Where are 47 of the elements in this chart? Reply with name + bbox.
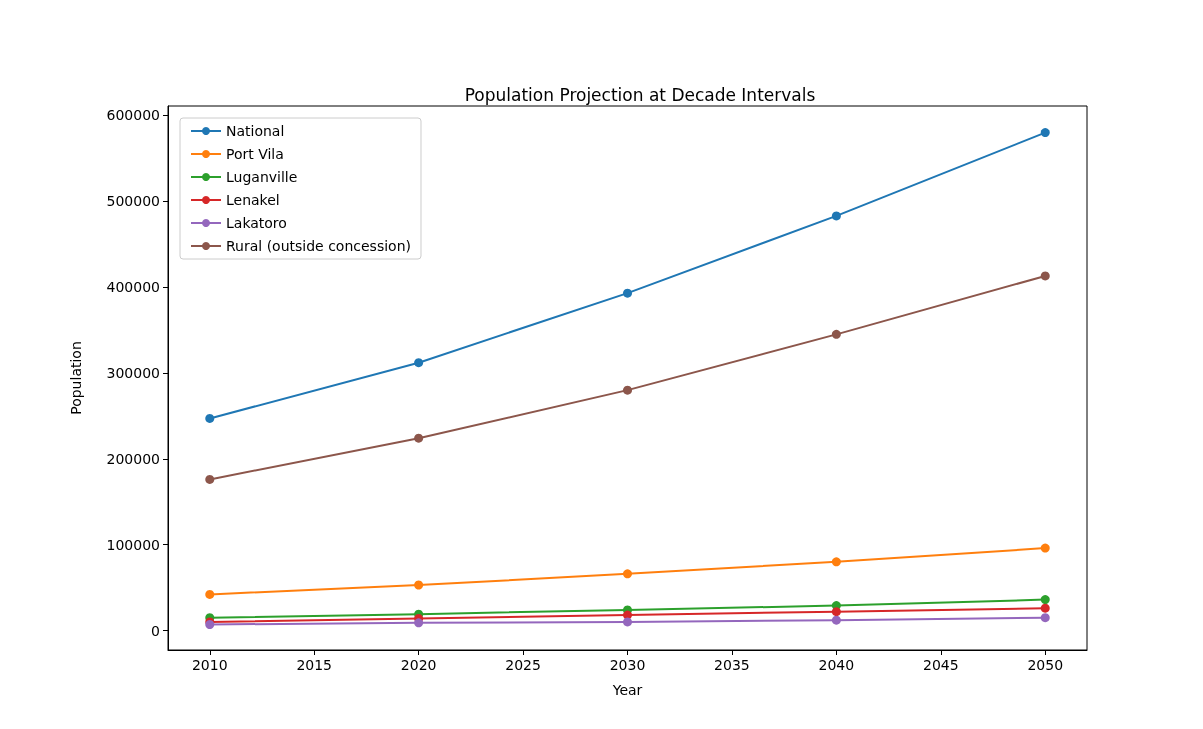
point <box>1040 271 1050 281</box>
x-tick-label: 2025 <box>505 657 541 673</box>
x-tick-label: 2010 <box>191 657 228 673</box>
y-tick-label: 300000 <box>106 364 160 381</box>
point <box>831 615 841 625</box>
point <box>414 580 424 590</box>
y-tick-label: 500000 <box>106 193 160 210</box>
legend-label: National <box>226 123 285 139</box>
point <box>1040 543 1050 553</box>
point <box>1040 613 1050 623</box>
legend-label: Port Vila <box>226 146 284 162</box>
point <box>1040 603 1050 613</box>
y-tick-label: 100000 <box>106 536 160 553</box>
point <box>831 557 841 567</box>
point <box>623 288 632 298</box>
x-tick-label: 2035 <box>714 657 750 673</box>
point <box>623 569 632 579</box>
point <box>1040 595 1050 605</box>
point <box>831 211 841 221</box>
point <box>414 618 424 628</box>
point <box>623 385 632 395</box>
legend-label: Lenakel <box>226 192 280 208</box>
y-axis-title: Population <box>68 341 84 415</box>
x-tick-label: 2050 <box>1027 657 1064 673</box>
x-tick-label: 2040 <box>818 657 855 673</box>
y-tick-label: 400000 <box>106 279 160 296</box>
x-axis-title: Year <box>611 682 643 698</box>
x-tick-label: 2030 <box>609 657 646 673</box>
point <box>1040 128 1050 138</box>
y-tick-label: 200000 <box>106 450 160 467</box>
x-tick-label: 2020 <box>400 657 437 673</box>
point <box>623 617 632 627</box>
point <box>414 433 424 443</box>
point <box>205 413 215 423</box>
legend-label: Lakatoro <box>226 215 287 231</box>
x-tick-label: 2015 <box>296 657 333 673</box>
point <box>831 607 841 617</box>
point <box>414 358 424 368</box>
chart-title: Population Projection at Decade Intervals <box>464 84 816 105</box>
point <box>205 589 215 599</box>
y-tick-label: 600000 <box>106 107 160 124</box>
point <box>205 474 215 484</box>
legend-label: Luganville <box>226 169 298 185</box>
x-tick-label: 2045 <box>922 657 959 673</box>
legend-label: Rural (outside concession) <box>226 238 411 254</box>
point <box>831 329 841 339</box>
y-tick-label: 0 <box>151 622 160 639</box>
